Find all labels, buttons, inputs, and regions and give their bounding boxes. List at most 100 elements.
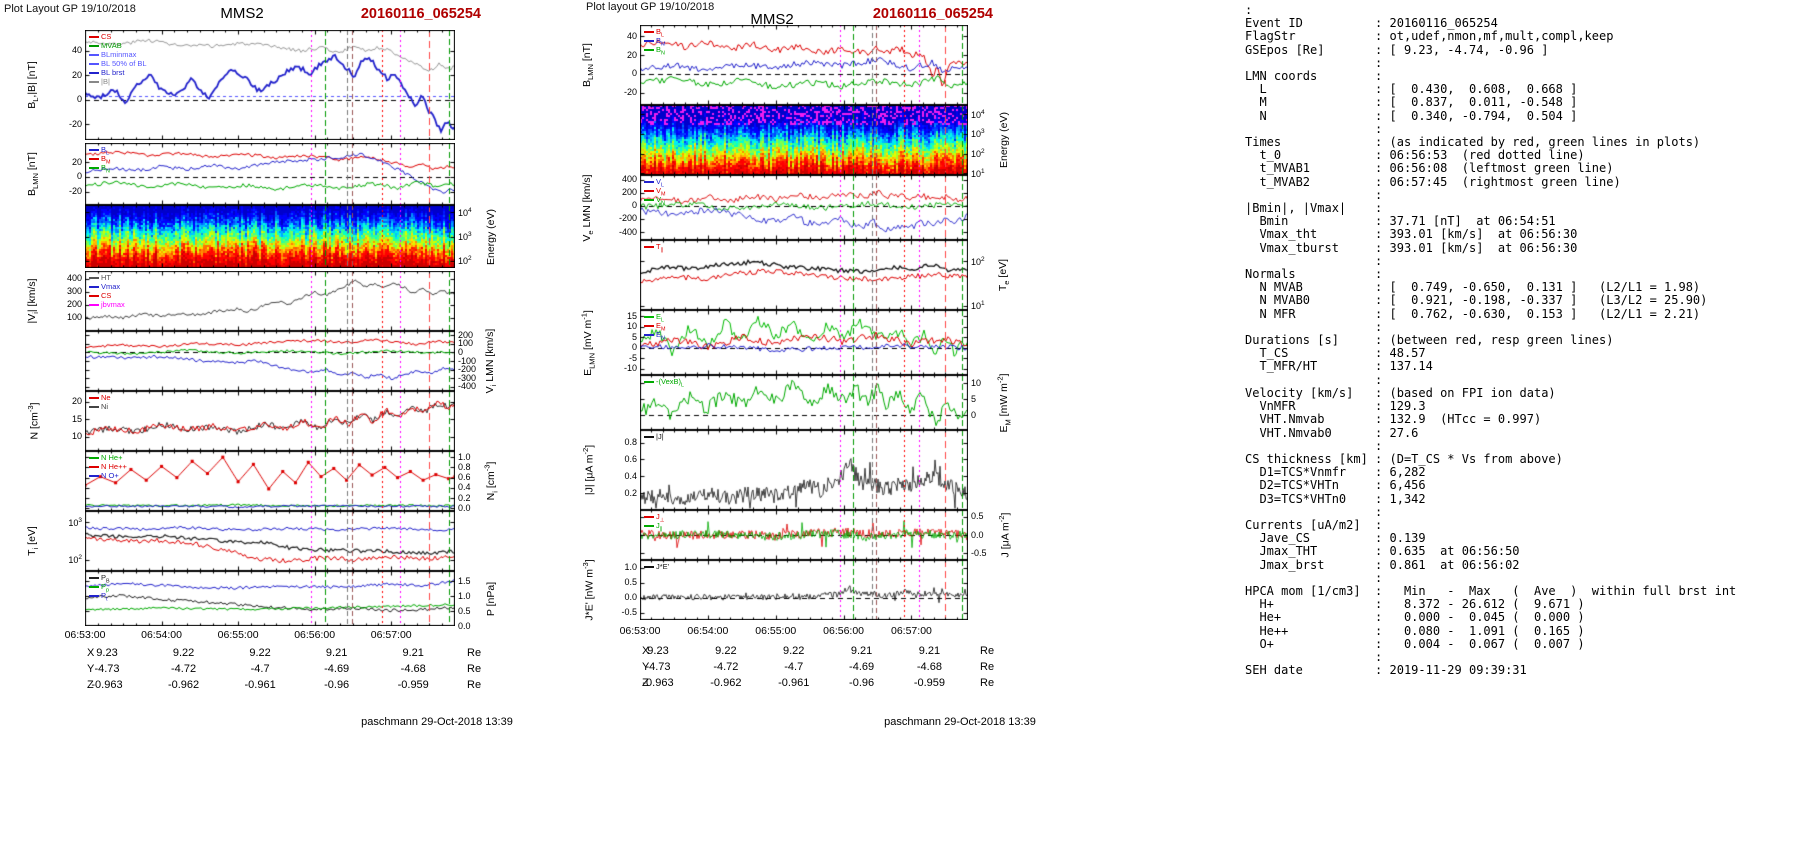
- ephemeris-value: -4.72: [171, 663, 197, 675]
- y-tick-label: 0: [631, 342, 637, 353]
- ephemeris-value: 9.22: [249, 647, 271, 659]
- y-tick-label: 0.0: [458, 502, 471, 513]
- y-tick-label: 1.0: [624, 562, 637, 572]
- ephemeris-value: -0.959: [397, 679, 429, 691]
- legend-swatch: [89, 295, 99, 298]
- y-tick-label: 15: [626, 310, 637, 321]
- legend-swatch: [89, 167, 99, 170]
- y-tick-label: -200: [458, 364, 477, 375]
- ephemeris-value: -0.962: [167, 679, 200, 691]
- y-tick-label: 0: [631, 68, 637, 79]
- legend-entry: CS: [89, 291, 111, 300]
- ephemeris-value: 9.21: [850, 645, 873, 657]
- y-tick-label: -400: [618, 226, 637, 237]
- y-tick-label: 0.0: [458, 620, 471, 631]
- legend-entry: VM: [644, 186, 666, 200]
- y-tick-label: 10: [626, 321, 637, 332]
- panel-canvas-density: [85, 391, 455, 451]
- y-tick-label: 0.5: [971, 511, 984, 522]
- panel-canvas-pressure: [85, 571, 455, 626]
- legend-swatch: [89, 63, 99, 66]
- legend-swatch: [89, 81, 99, 84]
- ephemeris-value: -0.96: [324, 679, 350, 691]
- legend-swatch: [89, 304, 99, 307]
- y-tick-label: 104: [458, 206, 472, 218]
- y-tick-label: 102: [971, 148, 985, 160]
- y-axis-label: Vi LMN [km/s]: [483, 328, 499, 394]
- y-tick-label: 400: [621, 174, 637, 185]
- footer-credit-middle: paschmann 29-Oct-2018 13:39: [884, 716, 1036, 728]
- legend-swatch: [89, 72, 99, 75]
- y-tick-label: 102: [458, 255, 472, 267]
- y-tick-label: 10: [71, 431, 82, 442]
- legend-entry: -(VexB)L: [644, 377, 684, 391]
- legend-swatch: [644, 436, 654, 439]
- x-tick-label: 06:53:00: [64, 629, 106, 641]
- y-tick-label: 0.2: [624, 487, 637, 498]
- y-tick-label: 15: [71, 413, 82, 424]
- y-tick-label: 1.0: [458, 590, 471, 601]
- panel-canvas-j-lmn: [640, 510, 968, 560]
- legend-entry: Ni: [89, 402, 108, 411]
- figure-title-middle: MMS2: [750, 11, 794, 28]
- y-tick-label: 200: [66, 299, 82, 310]
- legend-entry: Ne: [89, 393, 111, 402]
- legend-swatch: [644, 246, 654, 249]
- panel-canvas-j-dot-e: [640, 560, 968, 620]
- panel-canvas-ve-lmn: [640, 175, 968, 240]
- legend-entry: N He+: [89, 453, 122, 462]
- ephemeris-value: -4.69: [849, 661, 875, 673]
- legend-swatch: [89, 406, 99, 409]
- x-tick-label: 06:54:00: [687, 625, 729, 637]
- x-tick-label: 06:56:00: [823, 625, 865, 637]
- ephemeris-unit: Re: [980, 677, 995, 689]
- y-tick-label: -0.5: [621, 607, 637, 617]
- legend-entry: T∥: [644, 242, 663, 256]
- ephemeris-value: -0.963: [642, 677, 674, 689]
- y-tick-label: 20: [71, 156, 82, 167]
- legend-entry: EM: [644, 321, 666, 335]
- y-tick-label: 0.4: [624, 470, 637, 481]
- legend-swatch: [89, 466, 99, 469]
- legend-entry: jbvmax: [89, 300, 125, 309]
- legend-entry: |B|: [89, 77, 110, 86]
- legend-swatch: [89, 149, 99, 152]
- y-axis-label: |J| [μA m-2]: [580, 444, 596, 496]
- legend-entry: Pp: [89, 582, 109, 596]
- y-tick-label: 10: [971, 377, 982, 388]
- y-tick-label: 0.0: [624, 592, 637, 602]
- y-axis-label: BL,|B| [nT]: [25, 61, 41, 109]
- ephemeris-value: -0.959: [913, 677, 946, 689]
- y-tick-label: 0: [971, 409, 977, 420]
- y-tick-label: 20: [626, 49, 637, 60]
- legend-entry: J⊥: [644, 512, 664, 526]
- y-tick-label: 200: [458, 329, 474, 340]
- ephemeris-value: -4.68: [916, 661, 942, 673]
- panel-canvas-e-lmn: [640, 310, 968, 375]
- panel-canvas-b-lmn: [640, 25, 968, 105]
- legend-entry: HT: [89, 273, 111, 282]
- legend-entry: J*E': [644, 562, 669, 571]
- ephemeris-value: 9.21: [918, 645, 941, 657]
- legend-swatch: [89, 45, 99, 48]
- y-tick-label: 0: [76, 94, 82, 105]
- y-axis-label: Ni [cm-3]: [482, 461, 500, 501]
- panel-canvas-e-spectrogram: [640, 105, 968, 175]
- x-tick-label: 06:55:00: [217, 629, 259, 641]
- legend-swatch: [89, 286, 99, 289]
- ephemeris-row-label: Z: [642, 677, 649, 689]
- footer-credit-left: paschmann 29-Oct-2018 13:39: [361, 716, 513, 728]
- legend-swatch: [644, 525, 654, 528]
- panel-canvas-b-lmn: [85, 143, 455, 205]
- y-tick-label: 100: [66, 312, 82, 323]
- ephemeris-value: -4.73: [94, 663, 120, 675]
- y-axis-label: J [μA m-2]: [996, 512, 1012, 558]
- panel-canvas-b-field: [85, 30, 455, 140]
- legend-swatch: [644, 49, 654, 52]
- y-axis-label: |Vi| [km/s]: [25, 278, 41, 324]
- y-tick-label: 102: [68, 554, 82, 566]
- y-tick-label: 0.6: [624, 453, 637, 464]
- y-tick-label: 0.8: [624, 437, 637, 448]
- y-tick-label: -400: [458, 381, 477, 392]
- y-tick-label: -200: [618, 213, 637, 224]
